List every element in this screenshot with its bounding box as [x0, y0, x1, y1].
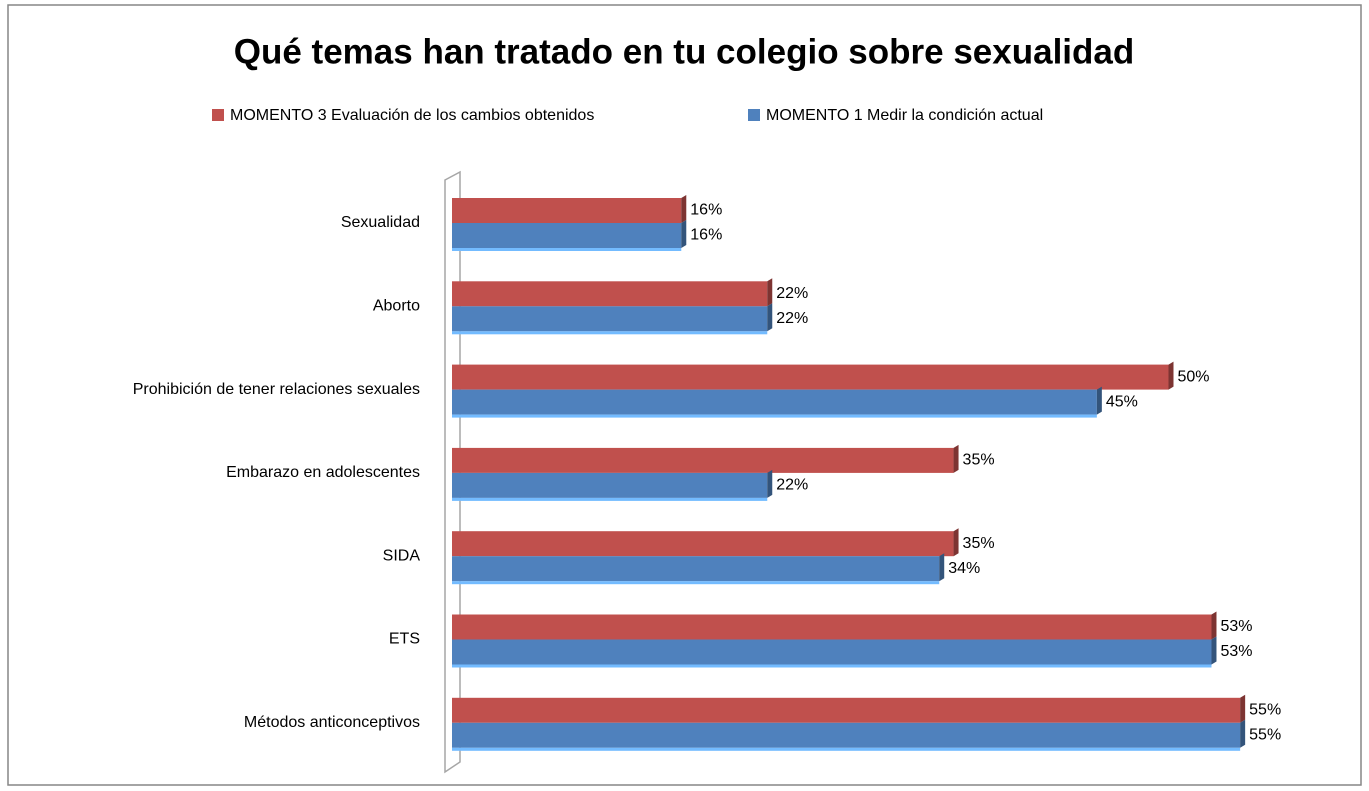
bar-side — [1240, 694, 1246, 723]
data-label: 22% — [776, 285, 808, 302]
bar-side — [1211, 636, 1217, 665]
bar-shadow — [452, 497, 768, 501]
data-label: 35% — [963, 535, 995, 552]
y-tick-label: ETS — [389, 631, 420, 648]
y-tick-label: Métodos anticonceptivos — [244, 714, 420, 731]
bar-side — [953, 444, 959, 473]
bar-side — [1096, 386, 1102, 415]
y-tick-label: Sexualidad — [341, 214, 420, 231]
bar-side — [1240, 719, 1246, 748]
data-label: 45% — [1106, 393, 1138, 410]
bar — [452, 223, 682, 248]
bar-shadow — [452, 581, 940, 585]
bar-shadow — [452, 331, 768, 335]
bar-side — [953, 528, 959, 557]
data-label: 22% — [776, 310, 808, 327]
bar — [452, 531, 954, 557]
bar-shadow — [452, 664, 1212, 668]
y-tick-label: Prohibición de tener relaciones sexuales — [133, 381, 420, 398]
bar — [452, 364, 1169, 390]
data-label: 55% — [1249, 727, 1281, 744]
y-tick-label: SIDA — [383, 547, 421, 564]
bar-shadow — [452, 248, 682, 251]
bar — [452, 614, 1212, 640]
bar-side — [767, 469, 773, 498]
bar — [452, 447, 954, 473]
legend-swatch — [212, 109, 224, 121]
bar-side — [681, 220, 687, 248]
y-tick-label: Aborto — [373, 298, 420, 315]
data-label: 50% — [1178, 368, 1210, 385]
data-label: 55% — [1249, 702, 1281, 719]
data-label: 34% — [948, 560, 980, 577]
bar-side — [681, 195, 687, 223]
data-label: 22% — [776, 477, 808, 494]
legend-swatch — [748, 109, 760, 121]
bar — [452, 389, 1097, 415]
bar-side — [1211, 611, 1217, 640]
bar — [452, 639, 1212, 665]
bar — [452, 722, 1241, 748]
bar — [452, 198, 682, 223]
bar-side — [767, 278, 773, 307]
legend-label: MOMENTO 1 Medir la condición actual — [766, 107, 1043, 124]
bar — [452, 556, 940, 582]
bar-side — [1168, 361, 1174, 390]
bar — [452, 306, 768, 332]
bar — [452, 697, 1241, 723]
data-label: 53% — [1220, 618, 1252, 635]
legend-label: MOMENTO 3 Evaluación de los cambios obte… — [230, 107, 594, 124]
bar — [452, 281, 768, 307]
data-label: 35% — [963, 452, 995, 469]
chart-title: Qué temas han tratado en tu colegio sobr… — [234, 32, 1135, 71]
y-tick-label: Embarazo en adolescentes — [226, 464, 420, 481]
data-label: 16% — [690, 202, 722, 219]
data-label: 16% — [690, 227, 722, 244]
bar-side — [939, 553, 945, 582]
bar-shadow — [452, 414, 1097, 418]
bar-shadow — [452, 747, 1241, 751]
data-label: 53% — [1220, 643, 1252, 660]
bar — [452, 472, 768, 498]
bar-side — [767, 303, 773, 332]
